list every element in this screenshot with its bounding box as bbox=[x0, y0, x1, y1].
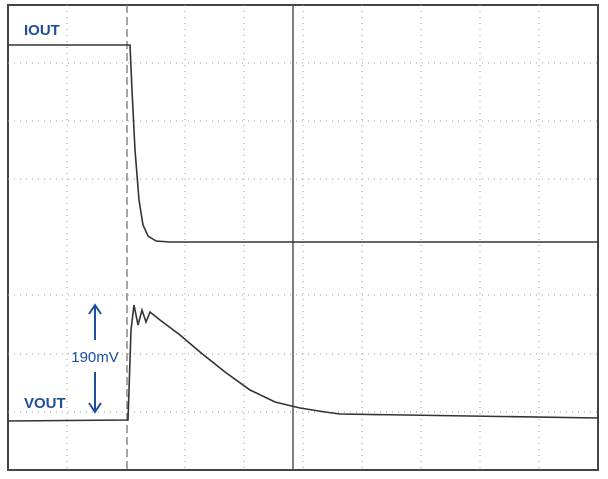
step-label: 190mV bbox=[71, 349, 119, 366]
iout-label: IOUT bbox=[24, 22, 60, 39]
screen-frame bbox=[7, 4, 599, 471]
vout-trace bbox=[7, 304, 599, 422]
step-arrows bbox=[88, 303, 102, 414]
iout-trace bbox=[8, 44, 598, 243]
grid bbox=[8, 5, 598, 470]
vout-label: VOUT bbox=[24, 395, 66, 412]
